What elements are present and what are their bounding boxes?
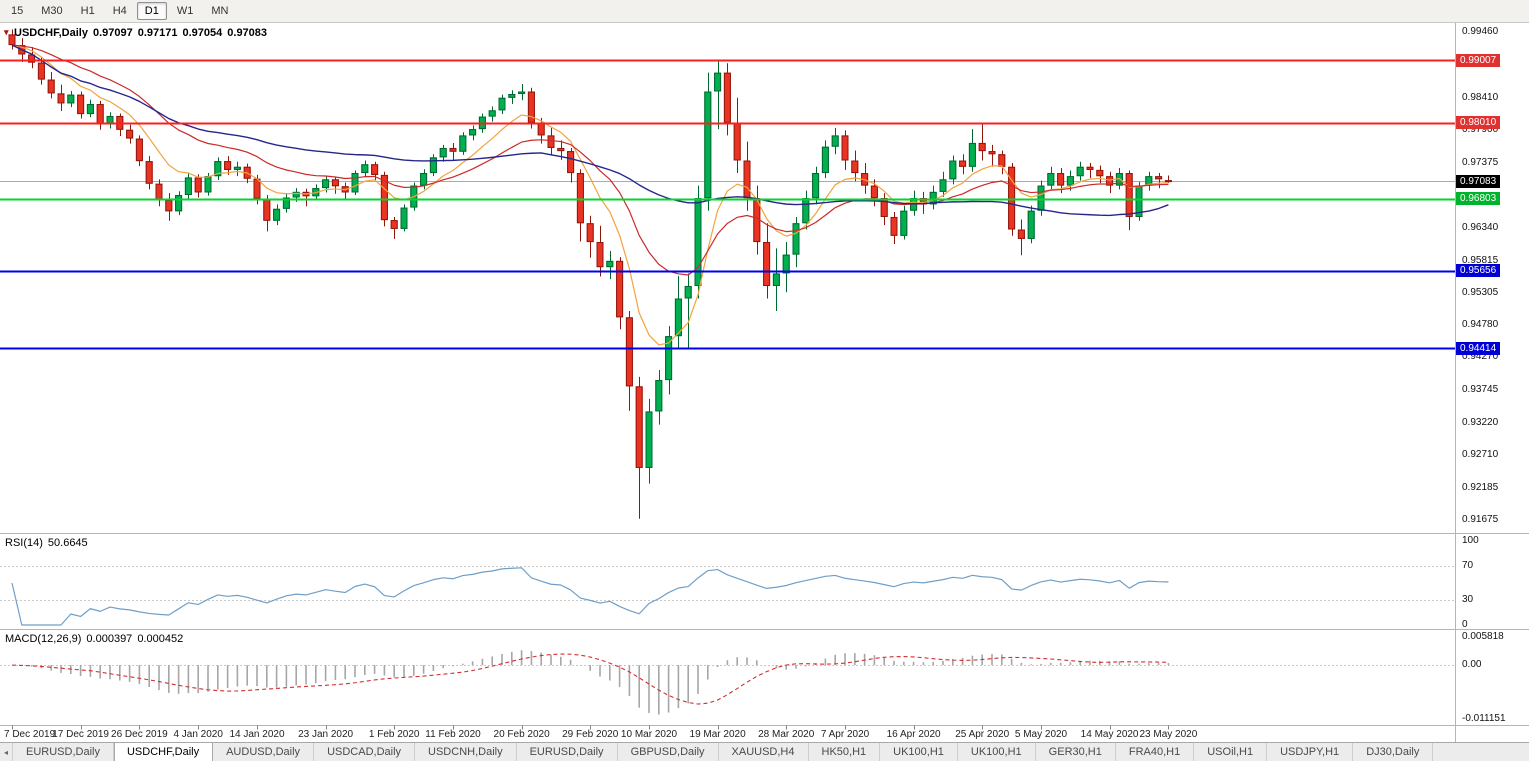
timeframe-button-m30[interactable]: M30 — [41, 5, 63, 17]
price-tick-label: 0.93745 — [1462, 384, 1499, 396]
rsi-level-label: 0 — [1462, 619, 1468, 630]
macd-scale-zero-label: 0.00 — [1462, 659, 1482, 671]
date-label: 20 Feb 2020 — [493, 729, 550, 740]
price-tick-label: 0.94270 — [1462, 351, 1499, 363]
hline-price-label: 0.98010 — [1456, 116, 1501, 130]
date-label: 25 Apr 2020 — [955, 729, 1010, 740]
macd-scale-top-label: 0.005818 — [1462, 631, 1504, 642]
chart-symbol-label: USDCHF,Daily — [14, 27, 88, 39]
date-label: 17 Dec 2019 — [52, 729, 109, 740]
ohlc-close: 0.97083 — [227, 27, 268, 39]
date-axis: 7 Dec 2019 17 Dec 2019 26 Dec 2019 4 Jan 20… — [0, 726, 1455, 743]
main-pane-title: ▾ USDCHF,Daily 0.97097 0.97171 0.97054 0.9708… — [4, 27, 268, 39]
date-label: 7 Apr 2020 — [820, 729, 870, 740]
date-label: 29 Feb 2020 — [562, 729, 619, 740]
price-tick-label: 0.95305 — [1462, 286, 1499, 298]
timeframe-button-w1[interactable]: W1 — [176, 5, 194, 17]
price-tick-label: 0.95815 — [1462, 254, 1499, 266]
rsi-level-label: 70 — [1462, 560, 1474, 572]
chart-tab-uk100-h1[interactable]: UK100,H1 — [957, 743, 1036, 761]
price-axis: 0.994600.984100.979000.973750.963400.958… — [1456, 0, 1529, 743]
chart-tab-usdchf-daily[interactable]: USDCHF,Daily — [113, 743, 214, 761]
macd-indicator-label: MACD(12,26,9) — [5, 633, 82, 645]
date-label: 14 Jan 2020 — [229, 729, 285, 740]
price-tick-label: 0.98410 — [1462, 91, 1499, 103]
hline-price-label: 0.95656 — [1456, 264, 1501, 278]
date-label: 1 Feb 2020 — [368, 729, 420, 740]
chart-tab-ger30-h1[interactable]: GER30,H1 — [1035, 743, 1116, 761]
date-label: 7 Dec 2019 — [4, 729, 56, 740]
date-label: 23 May 2020 — [1139, 729, 1198, 740]
chart-tab-hk50-h1[interactable]: HK50,H1 — [808, 743, 881, 761]
ohlc-high: 0.97171 — [137, 27, 178, 39]
chart-tab-xauusd-h4[interactable]: XAUUSD,H4 — [718, 743, 809, 761]
chart-tab-fra40-h1[interactable]: FRA40,H1 — [1115, 743, 1195, 761]
date-label: 14 May 2020 — [1080, 729, 1139, 740]
chart-tab-audusd-daily[interactable]: AUDUSD,Daily — [213, 743, 315, 761]
chart-tab-uk100-h1[interactable]: UK100,H1 — [880, 743, 958, 761]
date-label: 28 Mar 2020 — [758, 729, 815, 740]
hline-price-label: 0.99007 — [1456, 53, 1501, 67]
rsi-indicator-value: 50.6645 — [47, 537, 88, 549]
chart-tab-usoil-h1[interactable]: USOil,H1 — [1194, 743, 1268, 761]
tab-bar: ◂ EURUSD,Daily USDCHF,Daily AUDUSD,Daily US… — [0, 742, 1529, 761]
timeframe-button-h1[interactable]: H1 — [80, 5, 95, 17]
date-label: 16 Apr 2020 — [886, 729, 941, 740]
chart-canvas[interactable] — [0, 0, 1529, 743]
rsi-level-label: 100 — [1462, 535, 1479, 546]
symbol-marker-icon: ▾ — [4, 27, 9, 37]
price-tick-label: 0.91675 — [1462, 514, 1499, 526]
rsi-pane-title: RSI(14) 50.6645 — [5, 537, 88, 549]
timeframe-button-mn[interactable]: MN — [211, 5, 229, 17]
date-label: 5 May 2020 — [1014, 729, 1068, 740]
chart-tab-eurusd-daily[interactable]: EURUSD,Daily — [13, 743, 114, 761]
tab-scroll-left-button[interactable]: ◂ — [0, 743, 13, 761]
bid-price-label: 0.97083 — [1456, 174, 1501, 188]
macd-pane-title: MACD(12,26,9) 0.000397 0.000452 — [5, 633, 183, 645]
macd-signal-value: 0.000452 — [137, 633, 184, 645]
date-label: 11 Feb 2020 — [425, 729, 481, 740]
chart-tab-usdcad-daily[interactable]: USDCAD,Daily — [314, 743, 416, 761]
chart-tab-eurusd-daily[interactable]: EURUSD,Daily — [516, 743, 618, 761]
price-tick-label: 0.97375 — [1462, 156, 1499, 168]
hline-price-label: 0.96803 — [1456, 192, 1501, 206]
date-label: 10 Mar 2020 — [620, 729, 678, 740]
toolbar: 15 M30 H1 H4 D1 W1 MN — [0, 0, 1529, 23]
date-label: 4 Jan 2020 — [173, 729, 223, 740]
ohlc-low: 0.97054 — [182, 27, 223, 39]
price-tick-label: 0.94780 — [1462, 319, 1499, 331]
chart-tab-usdcnh-daily[interactable]: USDCNH,Daily — [415, 743, 517, 761]
price-tick-label: 0.93220 — [1462, 417, 1499, 429]
date-label: 19 Mar 2020 — [689, 729, 746, 740]
rsi-indicator-label: RSI(14) — [5, 537, 43, 549]
timeframe-button-d1[interactable]: D1 — [136, 2, 167, 20]
chart-tab-dj30-daily[interactable]: DJ30,Daily — [1353, 743, 1434, 761]
timeframe-button-h4[interactable]: H4 — [112, 5, 127, 17]
price-tick-label: 0.96340 — [1462, 221, 1499, 233]
ohlc-open: 0.97097 — [92, 27, 133, 39]
date-label: 23 Jan 2020 — [298, 729, 354, 740]
chart-tab-gbpusd-daily[interactable]: GBPUSD,Daily — [617, 743, 719, 761]
chart-tab-usdjpy-h1[interactable]: USDJPY,H1 — [1267, 743, 1354, 761]
price-tick-label: 0.99460 — [1462, 25, 1499, 37]
timeframe-button-15[interactable]: 15 — [11, 5, 24, 17]
tabs: EURUSD,Daily USDCHF,Daily AUDUSD,Daily USDC… — [13, 743, 1529, 761]
hline-price-label: 0.94414 — [1456, 341, 1501, 355]
macd-scale-bottom-label: -0.011151 — [1462, 713, 1506, 724]
rsi-level-label: 30 — [1462, 593, 1474, 605]
price-tick-label: 0.92185 — [1462, 482, 1499, 494]
timeframe-toolbar: 15 M30 H1 H4 D1 W1 MN — [0, 0, 237, 22]
macd-main-value: 0.000397 — [86, 633, 133, 645]
date-label: 26 Dec 2019 — [111, 729, 168, 740]
price-tick-label: 0.92710 — [1462, 449, 1499, 461]
